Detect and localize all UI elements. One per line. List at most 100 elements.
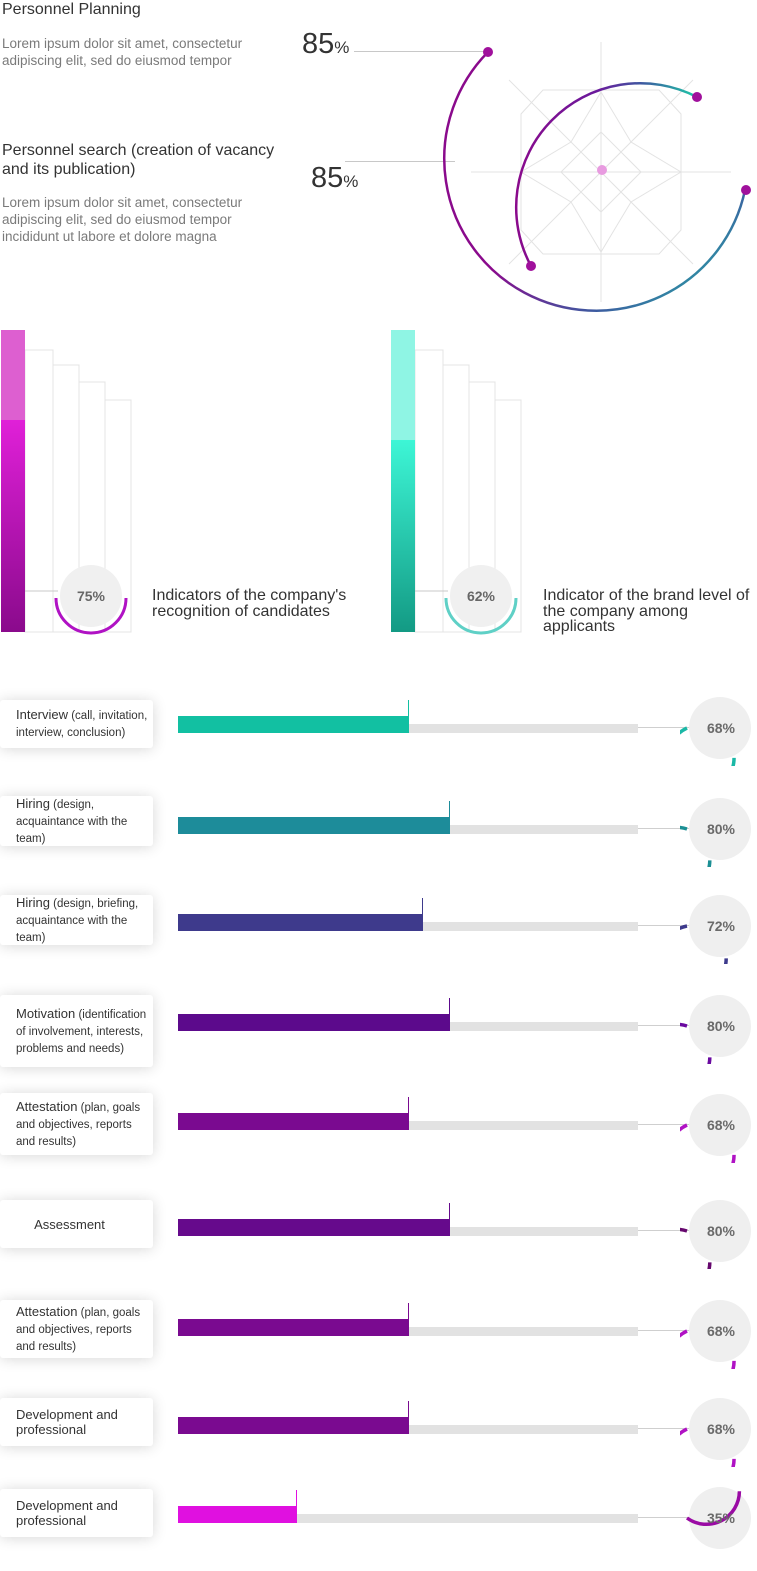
value-ring-arc [685, 1491, 742, 1526]
leader-line-2 [345, 161, 455, 162]
bar-percent: 68% [706, 1323, 736, 1339]
bar-tick [296, 1490, 297, 1506]
percent-symbol: % [334, 38, 350, 57]
radar-arc-inner [514, 82, 698, 267]
value-ring-bg [689, 697, 751, 759]
bar-tick [408, 1303, 409, 1319]
bar-label-card: Interview (call, invitation, interview, … [0, 700, 153, 748]
value-ring [680, 1094, 751, 1163]
bar-percent: 68% [706, 1421, 736, 1437]
bar-connector [638, 1330, 690, 1331]
header-description: Lorem ipsum dolor sit amet, consectetur … [2, 36, 243, 68]
bar-label-card: Hiring (design, acquaintance with the te… [0, 796, 153, 846]
value-ring [680, 798, 751, 867]
column-bar-bottom [391, 440, 415, 632]
bar-label-main: Development and professional [16, 1407, 118, 1437]
bar-connector [638, 1025, 690, 1026]
bar-percent: 80% [706, 821, 736, 837]
bar-tick [408, 700, 409, 716]
bar-label: Motivation (identification of involvemen… [16, 1006, 151, 1057]
header-title: Personnel Planning [2, 1, 141, 18]
column-1-label: Indicators of the company's recognition … [152, 587, 347, 620]
subtitle-description: Lorem ipsum dolor sit amet, consectetur … [2, 195, 243, 244]
value-ring-bg [689, 1300, 751, 1362]
bar-fill [178, 1319, 409, 1336]
column-2-label: Indicator of the brand level of the comp… [543, 587, 750, 635]
value-ring-bg [689, 1200, 751, 1262]
bar-percent: 68% [706, 1117, 736, 1133]
bar-fill [178, 716, 409, 733]
value-ring [680, 1398, 751, 1467]
value-ring [680, 1200, 751, 1269]
bar-label: Interview (call, invitation, interview, … [16, 707, 151, 741]
column-bar-top [1, 330, 25, 420]
bar-connector [638, 727, 690, 728]
value-ring-bg [689, 1094, 751, 1156]
big-percent-1: 85% [302, 28, 349, 61]
bar-fill [178, 914, 423, 931]
column-ring-arc [444, 597, 518, 635]
bar-tick [449, 998, 450, 1014]
bar-tick [408, 1097, 409, 1113]
bar-tick [449, 1203, 450, 1219]
bar-label: Hiring (design, acquaintance with the te… [16, 796, 151, 847]
column-ring-bg [450, 565, 512, 627]
value-ring-bg [689, 995, 751, 1057]
value-ring [680, 895, 751, 964]
bar-label-main: Attestation [16, 1303, 78, 1319]
bar-label-main: Attestation [16, 1098, 78, 1114]
column-ring-bg [60, 565, 122, 627]
bar-label-note: (identification of involvement, interest… [16, 1008, 147, 1055]
bar-track [178, 1514, 638, 1523]
bar-label: Development and professional [16, 1498, 151, 1528]
bar-label-main: Hiring [16, 795, 50, 811]
bar-label: Attestation (plan, goals and objectives,… [16, 1304, 151, 1355]
bar-label-note: (call, invitation, interview, conclusion… [16, 710, 148, 739]
bar-label: Hiring (design, briefing, acquaintance w… [16, 895, 151, 946]
radar-chart [443, 42, 751, 312]
bar-fill [178, 817, 450, 834]
bar-label-card: Development and professional [0, 1489, 153, 1537]
bar-label-main: Hiring [16, 894, 50, 910]
bar-label-note: (plan, goals and objectives, reports and… [16, 1101, 141, 1148]
value-ring [685, 1487, 751, 1549]
bar-label-main: Motivation [16, 1005, 76, 1021]
bar-percent: 72% [706, 918, 736, 934]
radar-marker [526, 261, 536, 271]
bar-connector [638, 1124, 690, 1125]
column-step [24, 349, 54, 633]
bar-fill [178, 1417, 409, 1434]
value-ring [680, 1300, 751, 1369]
big-percent-2-value: 85 [311, 162, 344, 194]
radar-marker [692, 92, 702, 102]
column-bar-bottom [1, 420, 25, 632]
value-ring-bg [689, 895, 751, 957]
value-ring-bg [689, 1398, 751, 1460]
radar-center [597, 165, 607, 175]
bar-label: Attestation (plan, goals and objectives,… [16, 1099, 151, 1150]
bar-label-card: Hiring (design, briefing, acquaintance w… [0, 895, 153, 945]
bar-fill [178, 1014, 450, 1031]
bar-label-main: Development and professional [16, 1498, 118, 1528]
value-ring-bg [689, 798, 751, 860]
column-ring-arc [54, 597, 128, 635]
bar-connector [638, 1517, 690, 1518]
bar-label-card: Assessment [0, 1200, 153, 1248]
percent-symbol: % [343, 172, 359, 191]
bar-label-card: Attestation (plan, goals and objectives,… [0, 1093, 153, 1155]
leader-line-1 [354, 51, 490, 52]
bar-connector [638, 1230, 690, 1231]
bar-label: Development and professional [16, 1407, 151, 1437]
bar-label-note: (plan, goals and objectives, reports and… [16, 1306, 141, 1353]
big-percent-1-value: 85 [302, 28, 335, 60]
bar-percent: 35% [706, 1510, 736, 1526]
bar-tick [408, 1401, 409, 1417]
value-ring [680, 995, 751, 1064]
column-chart-1: 75% Indicators of the company's recognit… [0, 330, 370, 635]
column-2-percent: 62% [466, 588, 496, 604]
bar-label-card: Development and professional [0, 1398, 153, 1446]
column-step [414, 349, 444, 633]
bar-label: Assessment [2, 1217, 137, 1232]
radar-marker [741, 185, 751, 195]
bar-percent: 68% [706, 720, 736, 736]
